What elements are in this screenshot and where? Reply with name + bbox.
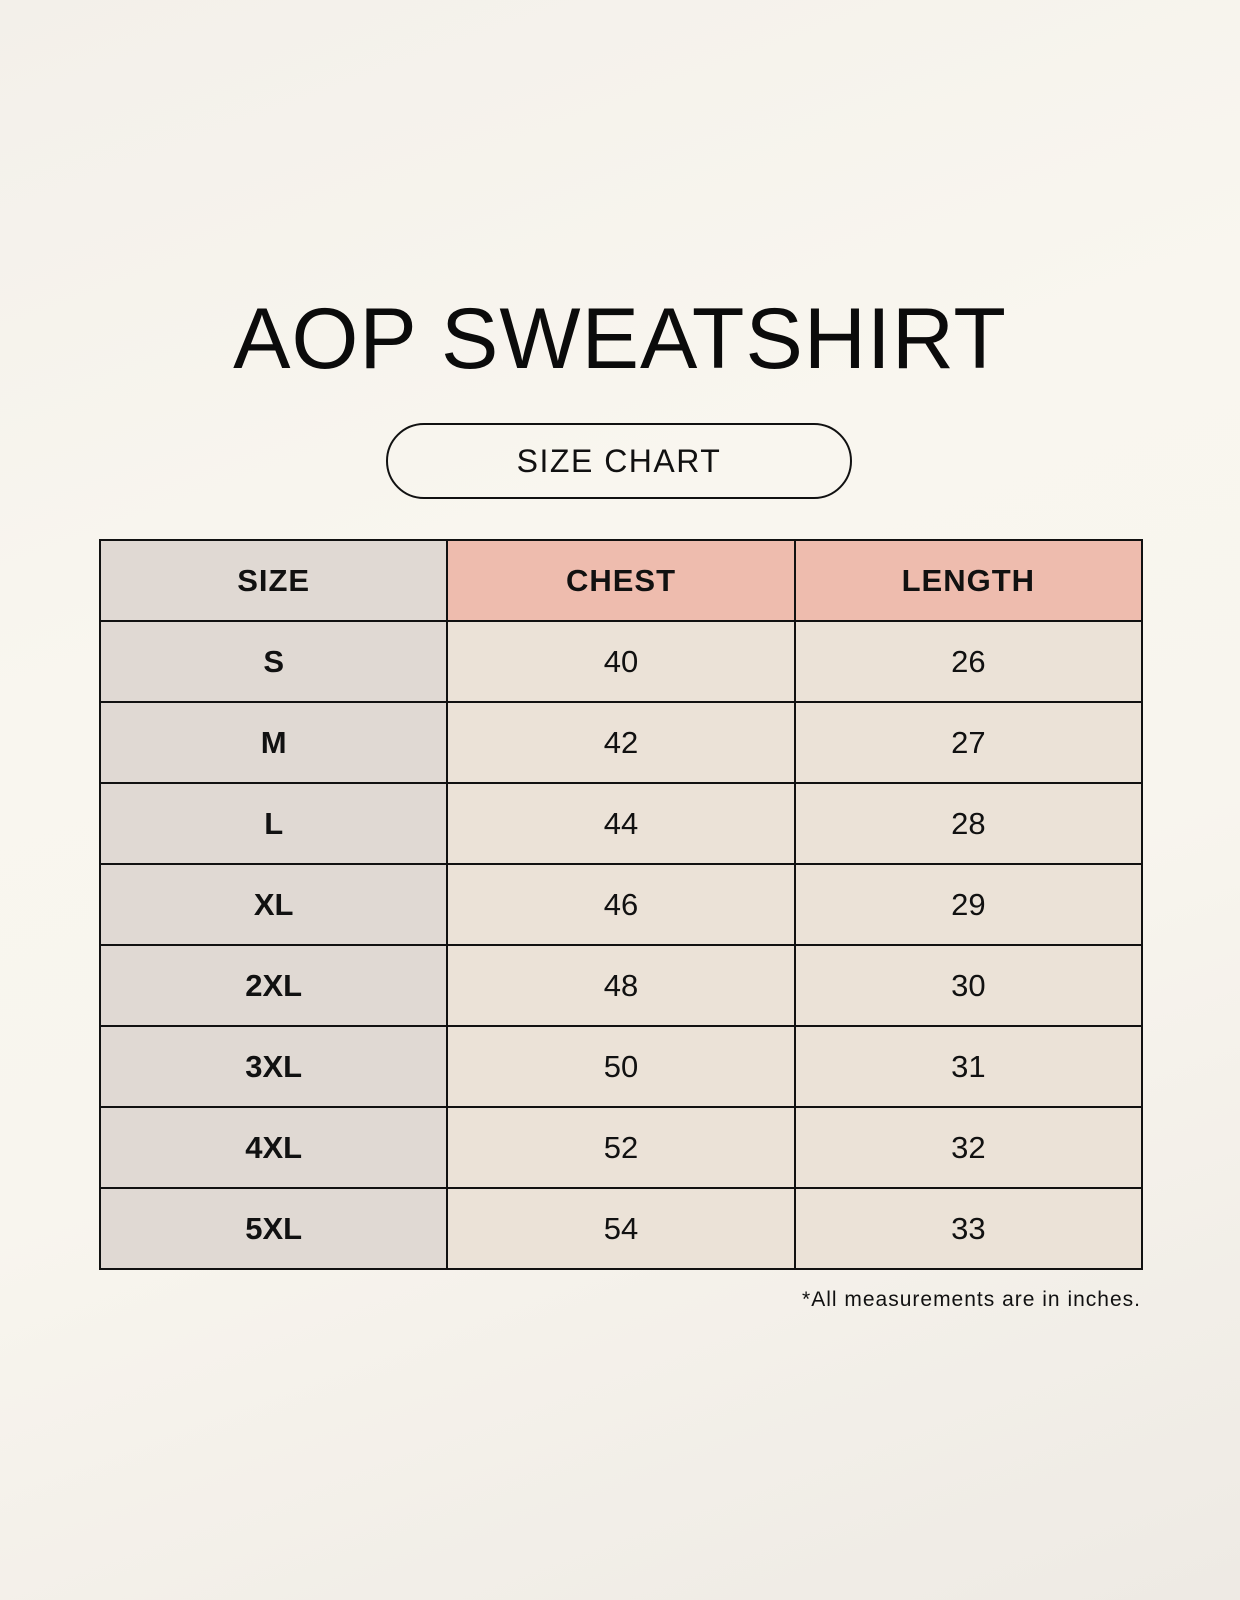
table-row: XL 46 29 [98, 863, 1144, 946]
cell-length: 32 [793, 1106, 1144, 1189]
table-header-row: SIZE CHEST LENGTH [98, 539, 1144, 622]
cell-chest: 40 [446, 620, 796, 703]
size-chart-label: SIZE CHART [386, 423, 852, 499]
page-title: AOP SWEATSHIRT [233, 291, 1007, 387]
cell-length: 33 [793, 1187, 1144, 1270]
cell-size: 2XL [98, 944, 449, 1027]
cell-chest: 46 [446, 863, 796, 946]
cell-size: S [98, 620, 449, 703]
cell-length: 27 [793, 701, 1144, 784]
header-chest: CHEST [446, 539, 796, 622]
header-length: LENGTH [793, 539, 1144, 622]
cell-size: M [98, 701, 449, 784]
header-size: SIZE [98, 539, 449, 622]
cell-chest: 50 [446, 1025, 796, 1108]
cell-size: XL [98, 863, 449, 946]
table-row: 2XL 48 30 [98, 944, 1144, 1027]
cell-length: 30 [793, 944, 1144, 1027]
cell-chest: 52 [446, 1106, 796, 1189]
footnote: *All measurements are in inches. [802, 1288, 1141, 1311]
table-row: S 40 26 [98, 620, 1144, 703]
table-row: M 42 27 [98, 701, 1144, 784]
cell-size: 3XL [98, 1025, 449, 1108]
cell-chest: 54 [446, 1187, 796, 1270]
table-row: 5XL 54 33 [98, 1187, 1144, 1270]
cell-length: 26 [793, 620, 1144, 703]
cell-length: 31 [793, 1025, 1144, 1108]
cell-size: L [98, 782, 449, 865]
table-row: 4XL 52 32 [98, 1106, 1144, 1189]
cell-chest: 48 [446, 944, 796, 1027]
size-table: SIZE CHEST LENGTH S 40 26 M 42 27 L 44 28 XL 46 29 2… [98, 539, 1144, 1270]
cell-size: 5XL [98, 1187, 449, 1270]
cell-size: 4XL [98, 1106, 449, 1189]
cell-chest: 44 [446, 782, 796, 865]
table-row: L 44 28 [98, 782, 1144, 865]
cell-length: 28 [793, 782, 1144, 865]
cell-chest: 42 [446, 701, 796, 784]
cell-length: 29 [793, 863, 1144, 946]
table-row: 3XL 50 31 [98, 1025, 1144, 1108]
